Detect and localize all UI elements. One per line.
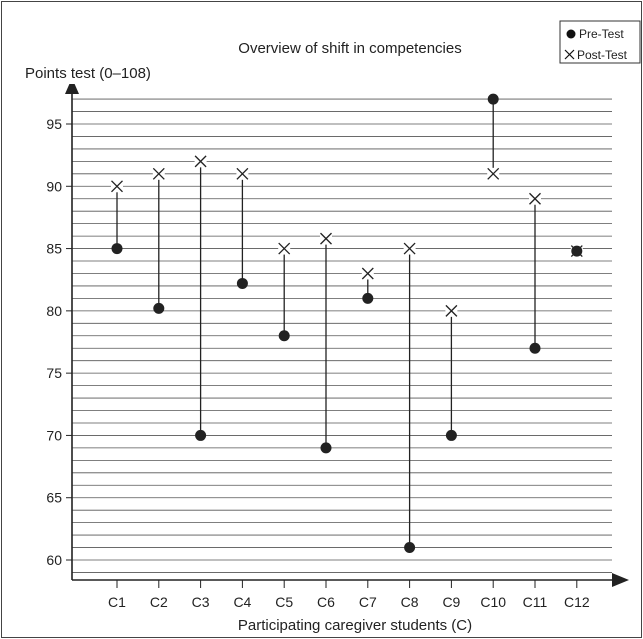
x-tick-label: C9 bbox=[442, 594, 460, 610]
post-test-point-c5 bbox=[278, 242, 291, 255]
y-tick-labels: 60 65 70 75 80 85 90 95 bbox=[46, 116, 72, 568]
x-tick-label: C5 bbox=[275, 594, 293, 610]
post-test-point-c4 bbox=[236, 167, 249, 180]
y-tick-label: 75 bbox=[46, 365, 62, 381]
markers bbox=[111, 93, 583, 554]
pre-test-point-c8 bbox=[404, 542, 416, 554]
x-tick-label: C7 bbox=[359, 594, 377, 610]
grid bbox=[72, 98, 612, 573]
legend-box bbox=[559, 20, 641, 64]
y-tick-label: 70 bbox=[46, 427, 62, 443]
x-tick-label: C10 bbox=[480, 594, 506, 610]
x-axis-label: Participating caregiver students (C) bbox=[238, 617, 472, 634]
x-tick-label: C4 bbox=[233, 594, 251, 610]
y-axis-arrowhead bbox=[65, 78, 79, 94]
y-tick-label: 90 bbox=[46, 178, 62, 194]
post-test-point-c11 bbox=[529, 192, 541, 205]
legend: Pre-Test Post-Test bbox=[559, 20, 641, 64]
post-test-point-c6 bbox=[320, 232, 332, 245]
post-test-point-c2 bbox=[152, 167, 165, 180]
x-tick-label: C12 bbox=[564, 594, 590, 610]
title-background bbox=[226, 37, 476, 59]
y-axis-label: Points test (0–108) bbox=[25, 65, 151, 82]
y-axis-label-background bbox=[23, 62, 193, 84]
legend-label-pre-test: Pre-Test bbox=[579, 27, 624, 41]
y-tick-label: 95 bbox=[46, 116, 62, 132]
pre-test-point-c9 bbox=[445, 429, 457, 441]
y-tick-label: 60 bbox=[46, 552, 62, 568]
y-tick-label: 85 bbox=[46, 241, 62, 257]
x-tick-labels: C1 C2 C3 C4 C5 C6 C7 C8 C9 C10 C11 C12 bbox=[108, 580, 590, 610]
post-test-point-c1 bbox=[111, 180, 123, 193]
x-tick-label: C2 bbox=[150, 594, 168, 610]
post-test-point-c9 bbox=[445, 304, 458, 317]
pre-test-point-c11 bbox=[529, 342, 541, 354]
x-tick-label: C6 bbox=[317, 594, 335, 610]
pre-test-point-c5 bbox=[278, 330, 290, 342]
pre-test-point-c2 bbox=[153, 302, 165, 314]
x-axis-arrowhead bbox=[612, 573, 629, 587]
legend-marker-pre-test bbox=[566, 29, 576, 39]
x-tick-label: C1 bbox=[108, 594, 126, 610]
chart-title: Overview of shift in competencies bbox=[238, 40, 461, 57]
pre-test-point-c3 bbox=[195, 429, 207, 441]
pre-test-point-c4 bbox=[236, 277, 248, 289]
pre-test-point-c1 bbox=[111, 243, 123, 255]
post-test-point-c12 bbox=[570, 245, 583, 258]
post-test-point-c10 bbox=[487, 167, 500, 180]
post-test-point-c7 bbox=[361, 267, 374, 280]
pre-test-point-c10 bbox=[487, 93, 499, 105]
pre-test-point-c7 bbox=[362, 292, 374, 304]
x-tick-label: C3 bbox=[192, 594, 210, 610]
x-tick-label: C11 bbox=[523, 594, 548, 610]
y-tick-label: 80 bbox=[46, 303, 62, 319]
post-test-point-c8 bbox=[403, 242, 416, 255]
x-tick-label: C8 bbox=[401, 594, 419, 610]
pre-test-point-c6 bbox=[320, 442, 332, 454]
legend-label-post-test: Post-Test bbox=[577, 48, 628, 62]
post-test-point-c3 bbox=[194, 155, 207, 168]
legend-marker-post-test bbox=[564, 49, 575, 60]
y-tick-label: 65 bbox=[46, 490, 62, 506]
